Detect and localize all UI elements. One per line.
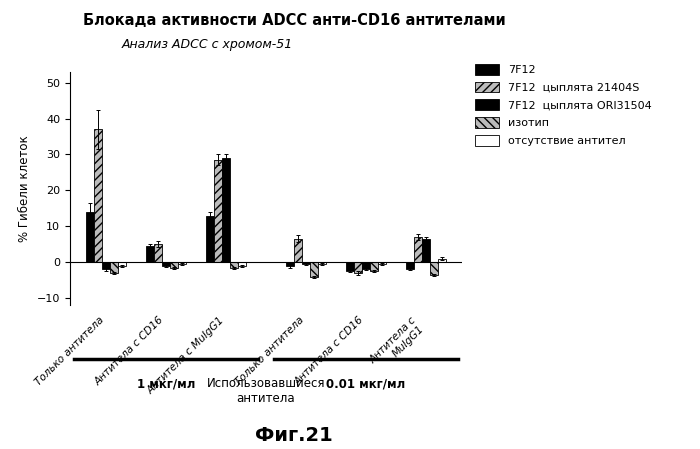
Bar [94, 129, 102, 262]
Bar [110, 262, 118, 273]
Text: 1 мкг/мл: 1 мкг/мл [136, 377, 195, 390]
Bar [422, 239, 430, 262]
Bar [378, 262, 386, 264]
Bar [310, 262, 318, 277]
Bar [178, 262, 186, 264]
Bar [146, 246, 154, 262]
Bar [438, 259, 446, 262]
Bar [118, 262, 126, 266]
Y-axis label: % Гибели клеток: % Гибели клеток [18, 135, 32, 242]
Bar [154, 244, 162, 262]
Bar [86, 212, 94, 262]
Bar [362, 262, 370, 269]
Bar [162, 262, 170, 266]
Bar [170, 262, 178, 268]
Bar [102, 262, 110, 269]
Text: 0.01 мкг/мл: 0.01 мкг/мл [326, 377, 405, 390]
Bar [302, 262, 310, 264]
Bar [238, 262, 246, 266]
Text: Блокада активности ADCC анти-CD16 антителами: Блокада активности ADCC анти-CD16 антите… [83, 13, 505, 28]
Bar [214, 160, 222, 262]
Text: Использовавшиеся
антитела: Использовавшиеся антитела [206, 377, 326, 405]
Bar [414, 237, 422, 262]
Bar [318, 262, 326, 264]
Bar [370, 262, 378, 271]
Bar [406, 262, 414, 269]
Bar [222, 158, 230, 262]
Bar [346, 262, 354, 271]
Bar [430, 262, 438, 275]
Text: Анализ ADCC с хромом-51: Анализ ADCC с хромом-51 [122, 38, 293, 51]
Bar [294, 239, 302, 262]
Bar [230, 262, 238, 268]
Bar [354, 262, 362, 273]
Bar [286, 262, 294, 266]
Text: Фиг.21: Фиг.21 [255, 426, 333, 445]
Bar [206, 216, 214, 262]
Legend: 7F12, 7F12  цыплята 21404S, 7F12  цыплята ORI31504, изотип, отсутствие антител: 7F12, 7F12 цыплята 21404S, 7F12 цыплята … [475, 64, 652, 146]
